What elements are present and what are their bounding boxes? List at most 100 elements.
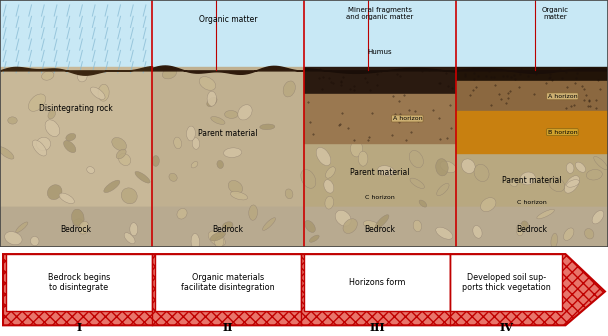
Bar [6, 254, 152, 311]
Text: III: III [369, 322, 385, 333]
Text: Parent material: Parent material [350, 168, 410, 177]
Ellipse shape [409, 151, 423, 168]
Ellipse shape [135, 171, 150, 183]
Ellipse shape [325, 167, 335, 178]
Bar [155, 254, 301, 311]
Ellipse shape [592, 210, 604, 224]
Ellipse shape [78, 71, 87, 82]
Text: Bedrock: Bedrock [61, 225, 91, 234]
Text: IV: IV [500, 322, 513, 333]
Text: Disintegrating rock: Disintegrating rock [39, 104, 113, 113]
Ellipse shape [16, 222, 28, 233]
Bar [456, 82, 608, 111]
Text: Humus: Humus [368, 49, 392, 55]
Bar [0, 207, 152, 247]
Text: B horizon: B horizon [548, 130, 577, 135]
Bar [304, 207, 456, 247]
Text: C horizon: C horizon [365, 195, 395, 200]
Ellipse shape [224, 111, 238, 118]
Ellipse shape [564, 228, 574, 241]
Ellipse shape [567, 180, 579, 187]
Ellipse shape [29, 94, 46, 111]
Ellipse shape [187, 126, 195, 141]
Bar [304, 67, 456, 94]
Ellipse shape [419, 200, 427, 207]
Ellipse shape [41, 71, 54, 80]
Ellipse shape [566, 163, 574, 173]
Ellipse shape [509, 179, 517, 186]
Ellipse shape [169, 173, 177, 181]
Ellipse shape [124, 233, 135, 244]
Ellipse shape [238, 105, 252, 120]
Bar [152, 207, 304, 247]
Ellipse shape [64, 140, 76, 153]
Bar [456, 111, 608, 153]
Text: A horizon: A horizon [393, 116, 422, 121]
Ellipse shape [358, 151, 368, 166]
Bar [304, 143, 456, 210]
Ellipse shape [324, 180, 334, 193]
Ellipse shape [48, 110, 55, 119]
Ellipse shape [564, 176, 579, 193]
Ellipse shape [378, 166, 395, 176]
Ellipse shape [480, 198, 496, 212]
Bar [0, 67, 152, 210]
Ellipse shape [215, 237, 224, 247]
Ellipse shape [584, 228, 594, 239]
Text: Parent material: Parent material [198, 129, 258, 138]
Ellipse shape [228, 180, 243, 194]
Ellipse shape [130, 223, 138, 236]
Bar [304, 0, 456, 69]
Ellipse shape [32, 140, 47, 156]
Ellipse shape [440, 161, 456, 173]
Ellipse shape [87, 167, 95, 173]
Text: Organic materials
facilitate disintegration: Organic materials facilitate disintegrat… [181, 273, 275, 292]
Ellipse shape [364, 221, 380, 230]
Ellipse shape [325, 196, 334, 209]
Ellipse shape [521, 221, 528, 230]
Ellipse shape [191, 162, 198, 168]
Ellipse shape [192, 138, 199, 149]
Bar [456, 67, 608, 82]
Ellipse shape [461, 159, 475, 173]
Ellipse shape [375, 215, 389, 228]
Bar [304, 94, 456, 143]
Ellipse shape [436, 159, 448, 176]
Ellipse shape [8, 117, 17, 124]
Ellipse shape [59, 193, 74, 204]
Ellipse shape [593, 157, 607, 170]
Bar [152, 207, 304, 247]
Bar [456, 153, 608, 210]
Ellipse shape [112, 137, 126, 151]
Ellipse shape [116, 149, 126, 159]
Ellipse shape [191, 234, 199, 250]
Ellipse shape [207, 97, 217, 107]
Ellipse shape [66, 133, 76, 141]
Ellipse shape [285, 189, 293, 199]
Ellipse shape [72, 209, 84, 226]
Text: Organic matter: Organic matter [199, 15, 257, 24]
Ellipse shape [516, 224, 523, 236]
Ellipse shape [305, 220, 316, 233]
Ellipse shape [473, 225, 482, 238]
Ellipse shape [301, 169, 316, 188]
Bar [304, 207, 456, 247]
Text: Developed soil sup-
ports thick vegetation: Developed soil sup- ports thick vegetati… [462, 273, 550, 292]
Bar [450, 254, 562, 311]
Ellipse shape [177, 208, 187, 219]
Text: Bedrock: Bedrock [517, 225, 547, 234]
Ellipse shape [0, 147, 14, 159]
Text: I: I [77, 322, 81, 333]
Ellipse shape [413, 220, 421, 232]
Bar [0, 207, 152, 247]
Ellipse shape [121, 188, 137, 204]
Ellipse shape [335, 210, 351, 226]
Ellipse shape [174, 137, 182, 149]
Ellipse shape [249, 205, 257, 220]
Ellipse shape [309, 235, 319, 242]
Ellipse shape [209, 231, 226, 246]
Bar [0, 0, 152, 69]
Ellipse shape [119, 154, 131, 166]
Ellipse shape [217, 160, 223, 168]
Bar [456, 207, 608, 247]
